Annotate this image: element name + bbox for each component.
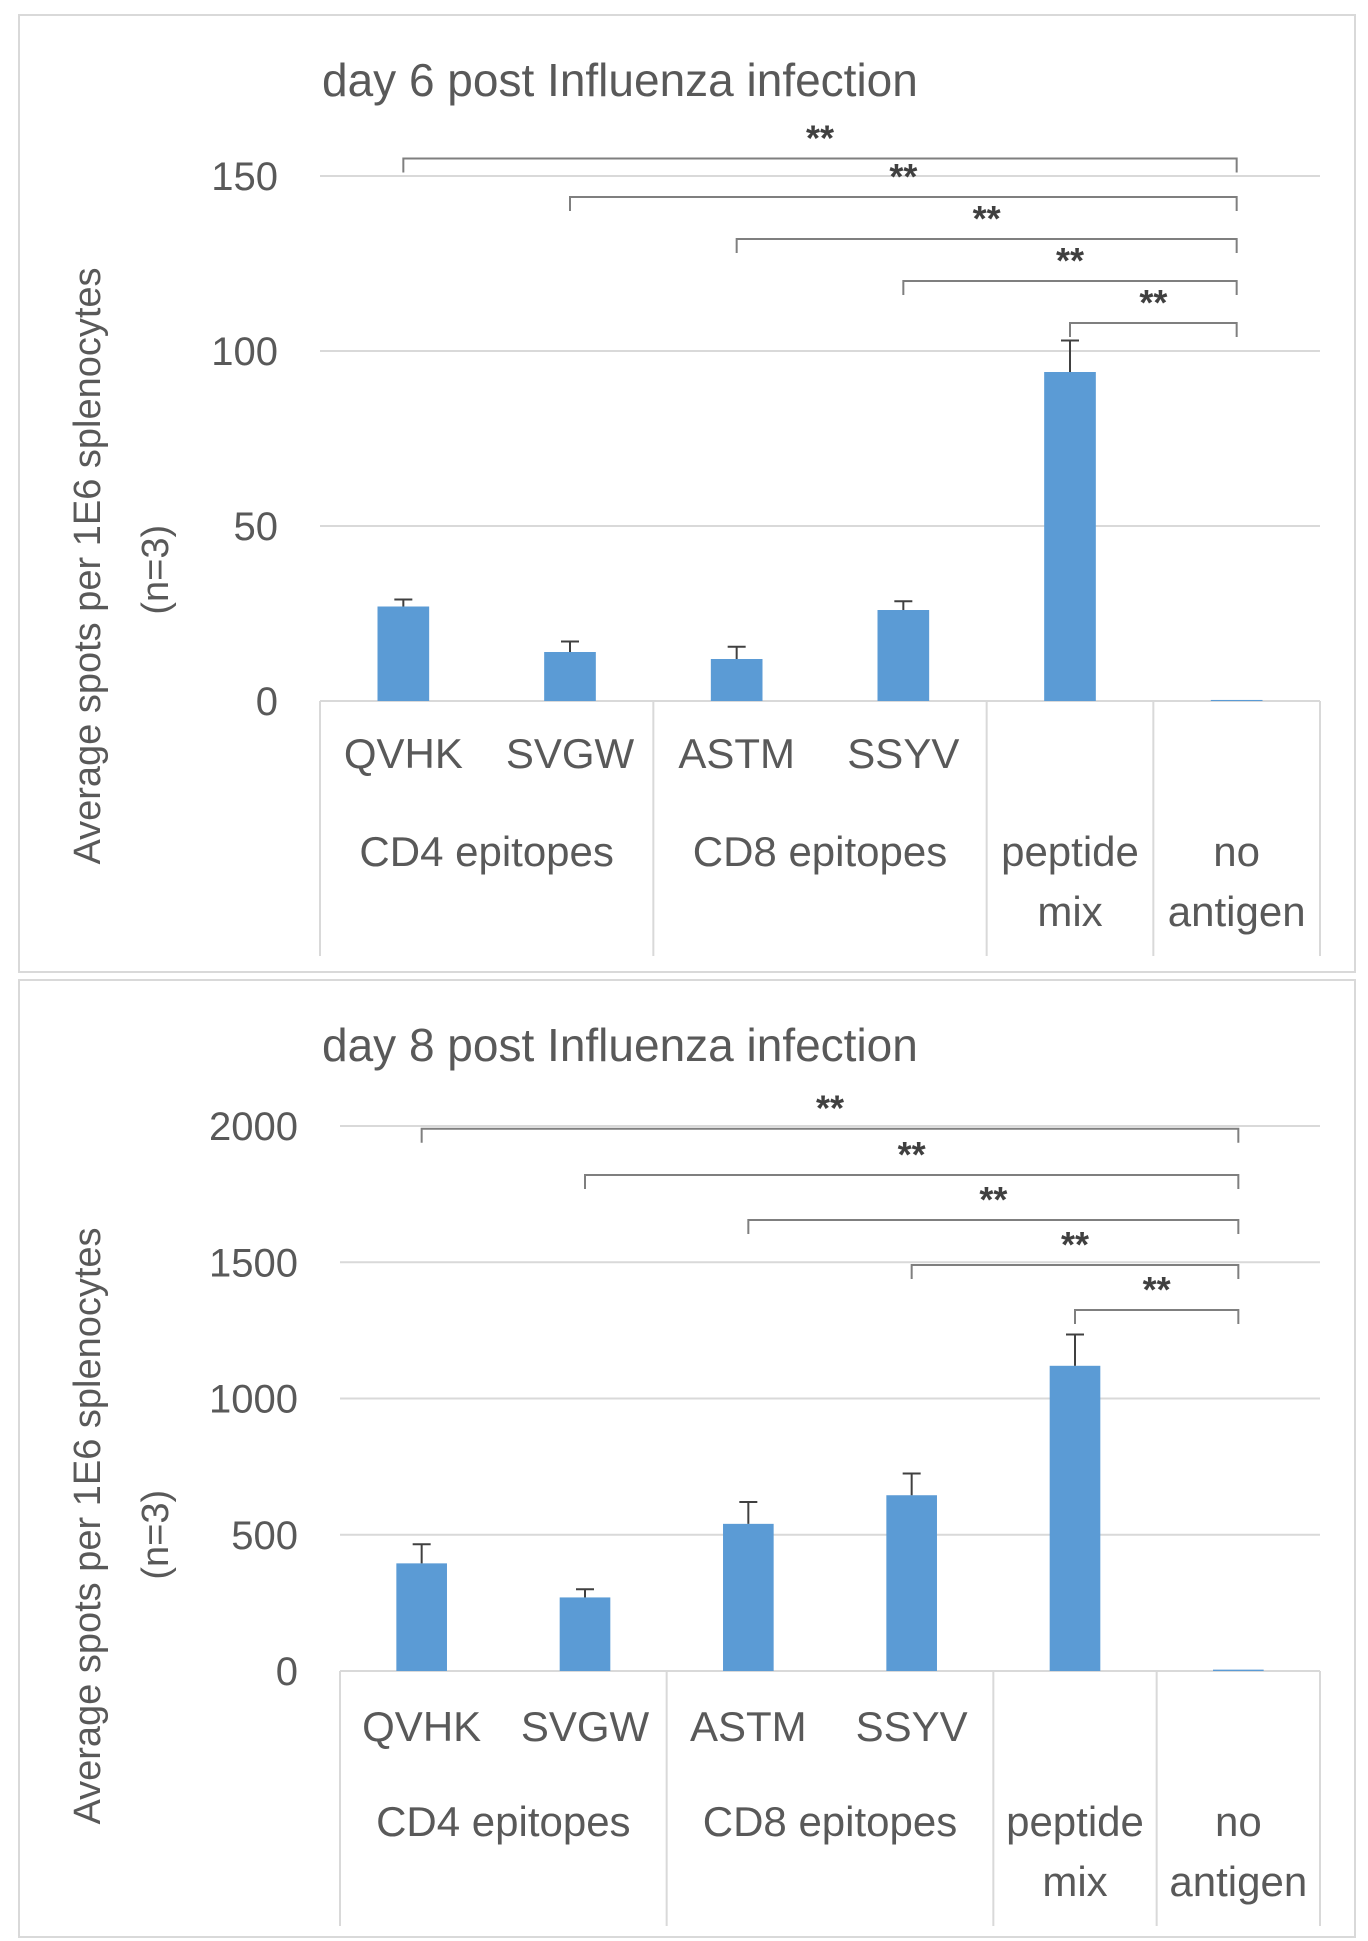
chart-title: day 6 post Influenza infection xyxy=(322,54,918,106)
significance-bracket xyxy=(910,1263,1240,1279)
x-group-label: peptide xyxy=(1001,828,1139,875)
y-tick-label: 50 xyxy=(234,505,279,549)
significance-label: ** xyxy=(973,198,1001,239)
y-axis-label-n: (n=3) xyxy=(135,525,177,615)
significance-bracket xyxy=(584,1174,1240,1190)
bar xyxy=(1049,1365,1101,1671)
bar xyxy=(559,1597,611,1671)
y-tick-label: 1500 xyxy=(209,1241,298,1285)
significance-label: ** xyxy=(1061,1224,1089,1265)
x-category-label: SVGW xyxy=(506,730,635,777)
bar xyxy=(723,1523,774,1671)
significance-bracket xyxy=(420,1127,1240,1143)
significance-bracket xyxy=(747,1219,1240,1235)
y-tick-label: 1000 xyxy=(209,1378,298,1422)
x-group-label: peptide xyxy=(1006,1798,1144,1845)
bar xyxy=(877,610,930,701)
x-group-label: CD8 epitopes xyxy=(703,1798,957,1845)
significance-bracket xyxy=(1069,322,1238,337)
x-group-label: antigen xyxy=(1168,888,1306,935)
significance-label: ** xyxy=(979,1179,1007,1220)
significance-label: ** xyxy=(816,1088,844,1129)
chart-title: day 8 post Influenza infection xyxy=(322,1019,918,1071)
x-category-label: SSYV xyxy=(856,1703,968,1750)
significance-label: ** xyxy=(1056,240,1084,281)
x-category-label: QVHK xyxy=(344,730,463,777)
y-tick-label: 100 xyxy=(211,330,278,374)
y-tick-label: 0 xyxy=(276,1650,298,1694)
significance-label: ** xyxy=(806,118,834,159)
x-group-label: mix xyxy=(1042,1858,1107,1905)
bar-chart-day6: day 6 post Influenza infection 0 50 100 150 A… xyxy=(67,54,1321,956)
chart-panel-day8: day 8 post Influenza infection 0 500 1000 15… xyxy=(18,979,1356,1938)
x-category-label: ASTM xyxy=(690,1703,807,1750)
y-axis-label-n: (n=3) xyxy=(135,1490,177,1580)
significance-bracket xyxy=(902,280,1238,295)
bar xyxy=(1213,1669,1264,1671)
bar xyxy=(544,652,596,701)
bar xyxy=(710,659,763,701)
x-category-label: QVHK xyxy=(362,1703,481,1750)
significance-label: ** xyxy=(1139,282,1167,323)
y-axis-label: Average spots per 1E6 splenocytes xyxy=(67,267,109,864)
x-group-label: CD8 epitopes xyxy=(693,828,947,875)
significance-bracket xyxy=(1074,1308,1240,1324)
y-tick-label: 2000 xyxy=(209,1105,298,1149)
bar xyxy=(377,606,430,701)
x-group-label: mix xyxy=(1037,888,1102,935)
x-group-label: CD4 epitopes xyxy=(359,828,613,875)
x-category-label: SSYV xyxy=(847,730,959,777)
x-group-label: CD4 epitopes xyxy=(376,1798,630,1845)
significance-bracket xyxy=(735,238,1238,253)
y-tick-label: 0 xyxy=(256,680,278,724)
bar-chart-day8: day 8 post Influenza infection 0 500 1000 15… xyxy=(67,1019,1321,1926)
y-tick-label: 150 xyxy=(211,155,278,199)
chart-panel-day6: day 6 post Influenza infection 0 50 100 150 A… xyxy=(18,14,1356,973)
x-category-label: SVGW xyxy=(521,1703,650,1750)
x-group-label: no xyxy=(1213,828,1260,875)
bar xyxy=(886,1495,937,1671)
y-tick-label: 500 xyxy=(231,1514,298,1558)
significance-bracket xyxy=(569,196,1238,211)
x-category-label: ASTM xyxy=(678,730,795,777)
significance-bracket xyxy=(402,157,1238,173)
significance-label: ** xyxy=(898,1134,926,1175)
bar xyxy=(396,1563,447,1671)
y-axis-label: Average spots per 1E6 splenocytes xyxy=(67,1227,109,1824)
significance-label: ** xyxy=(1143,1269,1171,1310)
x-group-label: no xyxy=(1215,1798,1262,1845)
bar xyxy=(1044,372,1096,701)
x-group-label: antigen xyxy=(1169,1858,1307,1905)
significance-label: ** xyxy=(889,156,917,197)
bar xyxy=(1210,699,1263,701)
